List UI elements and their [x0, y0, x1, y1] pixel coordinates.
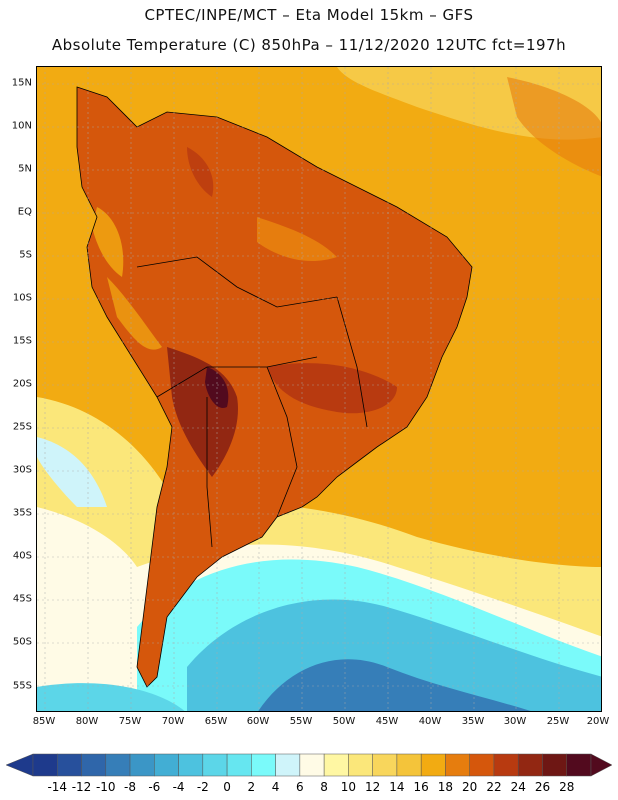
colorbar-tick-label: -14	[47, 780, 67, 794]
colorbar-tick-label: 20	[462, 780, 477, 794]
colorbar-swatch	[493, 753, 519, 777]
colorbar-swatch	[275, 753, 301, 777]
lat-label: 15N	[11, 77, 32, 89]
colorbar-swatch	[251, 753, 276, 777]
colorbar-tick-label: -12	[72, 780, 92, 794]
lon-label: 70W	[161, 716, 185, 727]
colorbar-tick-label: 8	[320, 780, 328, 794]
colorbar-swatch	[542, 753, 567, 777]
lat-label: EQ	[17, 206, 32, 218]
lon-label: 65W	[204, 716, 228, 727]
colorbar-swatch	[57, 753, 82, 777]
lat-label: 25S	[12, 421, 32, 433]
colorbar-swatch	[420, 753, 446, 777]
colorbar-tick-label: 6	[296, 780, 304, 794]
colorbar-tick-label: 2	[248, 780, 256, 794]
colorbar-swatch	[105, 753, 131, 777]
lon-label: 75W	[118, 716, 142, 727]
colorbar-arrow-right	[590, 753, 613, 777]
lat-label: 20S	[12, 378, 32, 390]
colorbar-swatch	[81, 753, 107, 777]
colorbar-swatch	[226, 753, 252, 777]
colorbar-swatch	[299, 753, 325, 777]
map-title: CPTEC/INPE/MCT – Eta Model 15km – GFS	[144, 6, 474, 24]
lat-label: 35S	[12, 507, 32, 519]
lat-label: 45S	[12, 593, 32, 605]
colorbar-swatch	[129, 753, 155, 777]
colorbar-swatch	[323, 753, 349, 777]
lon-label: 25W	[546, 716, 570, 727]
colorbar-tick-label: 18	[438, 780, 453, 794]
colorbar-tick-label: 24	[511, 780, 526, 794]
colorbar-tick-label: 22	[486, 780, 501, 794]
colorbar-swatch	[469, 753, 495, 777]
lat-label: 40S	[12, 550, 32, 562]
colorbar-swatch	[396, 753, 422, 777]
lon-label: 50W	[332, 716, 356, 727]
colorbar-swatch	[372, 753, 398, 777]
lat-label: 5S	[19, 249, 32, 261]
colorbar: -14 -12 -10 -8 -6 -4 -2 0 2 4 6 8 10 12 14 16 18 20 22 24 26…	[5, 753, 613, 794]
colorbar-tick-label: 26	[535, 780, 550, 794]
lon-label: 20W	[586, 716, 610, 727]
colorbar-tick-label: 12	[365, 780, 380, 794]
lat-label: 10N	[11, 120, 32, 132]
lat-label: 10S	[12, 292, 32, 304]
colorbar-tick-label: 16	[414, 780, 429, 794]
colorbar-swatch	[178, 753, 204, 777]
colorbar-tick-label: 0	[223, 780, 231, 794]
lon-label: 55W	[289, 716, 313, 727]
lon-label: 35W	[461, 716, 485, 727]
colorbar-swatch	[32, 753, 58, 777]
lat-label: 30S	[12, 464, 32, 476]
colorbar-tick-label: -2	[197, 780, 209, 794]
map-subtitle: Absolute Temperature (C) 850hPa – 11/12/…	[51, 36, 567, 54]
lon-label: 40W	[418, 716, 442, 727]
colorbar-swatch	[445, 753, 470, 777]
colorbar-tick-label: -8	[124, 780, 136, 794]
colorbar-tick-label: -10	[96, 780, 116, 794]
colorbar-swatch	[348, 753, 373, 777]
colorbar-arrow-left	[5, 753, 34, 777]
colorbar-swatch	[517, 753, 543, 777]
lon-label: 80W	[75, 716, 99, 727]
colorbar-tick-label: 4	[272, 780, 280, 794]
lat-label: 55S	[12, 680, 32, 692]
colorbar-tick-label: 28	[559, 780, 574, 794]
lon-label: 30W	[503, 716, 527, 727]
colorbar-tick-label: -4	[173, 780, 185, 794]
colorbar-swatch	[202, 753, 228, 777]
lon-label: 85W	[32, 716, 56, 727]
colorbar-swatch	[154, 753, 179, 777]
temperature-map	[36, 66, 602, 712]
colorbar-swatch	[566, 753, 592, 777]
lat-label: 50S	[12, 636, 32, 648]
lat-label: 5N	[18, 163, 32, 175]
lon-label: 60W	[246, 716, 270, 727]
colorbar-tick-label: -6	[148, 780, 160, 794]
lat-label: 15S	[12, 335, 32, 347]
colorbar-tick-label: 14	[389, 780, 404, 794]
lon-label: 45W	[375, 716, 399, 727]
colorbar-tick-label: 10	[341, 780, 356, 794]
